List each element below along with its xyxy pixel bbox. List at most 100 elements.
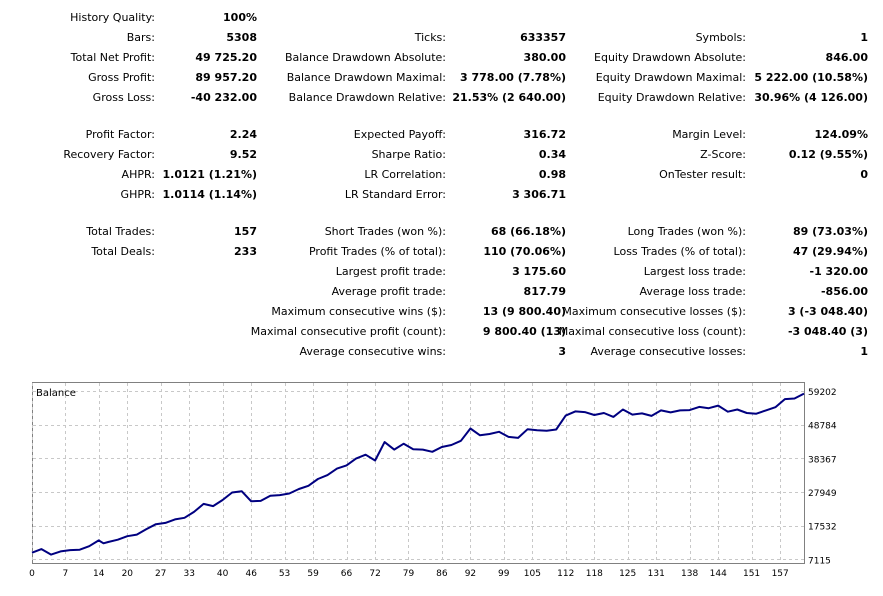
report-row: Recovery Factor: 9.52 Sharpe Ratio: 0.34 Z-S… [0, 145, 883, 165]
stat-label: GHPR: [120, 188, 155, 201]
stat-value: 124.09% [814, 128, 868, 141]
stat-label: Maximal consecutive loss (count): [558, 325, 746, 338]
x-tick-label: 20 [122, 569, 134, 579]
stat-value: -40 232.00 [190, 91, 257, 104]
stat-label: Balance Drawdown Relative: [288, 91, 446, 104]
stat-value: 1 [860, 345, 868, 358]
stat-value: 89 (73.03%) [792, 225, 868, 238]
report-row: Largest profit trade: 3 175.60 Largest los… [0, 262, 883, 282]
stat-label: Expected Payoff: [353, 128, 446, 141]
balance-chart-svg: Balance 0 7 14 20 27 33 40 46 53 59 66 72 79 86 92 99 105… [29, 382, 837, 579]
stat-value: 49 725.20 [195, 51, 257, 64]
stat-value: 3 [558, 345, 566, 358]
stat-value: 846.00 [825, 51, 868, 64]
stat-label: Largest profit trade: [335, 265, 446, 278]
report-row: Average consecutive wins: 3 Average consec… [0, 342, 883, 362]
stat-label: Recovery Factor: [63, 148, 155, 161]
stat-label: OnTester result: [659, 168, 746, 181]
stat-label: Z-Score: [700, 148, 746, 161]
stat-value: 0.12 (9.55%) [788, 148, 868, 161]
stat-label: Total Deals: [91, 245, 155, 258]
stat-label: Maximal consecutive profit (count): [250, 325, 446, 338]
report-row: AHPR: 1.0121 (1.21%) LR Correlation: 0.98 On… [0, 165, 883, 185]
report-row: Gross Profit: 89 957.20 Balance Drawdown M… [0, 68, 883, 88]
stat-value: 68 (66.18%) [490, 225, 566, 238]
x-tick-label: 40 [217, 569, 229, 579]
stat-value: -1 320.00 [809, 265, 869, 278]
report-row: Bars: 5308 Ticks: 633357 Symbols: 1 [0, 28, 883, 48]
stat-label: Maximum consecutive losses ($): [562, 305, 746, 318]
x-tick-label: 131 [648, 569, 665, 579]
stat-label: LR Standard Error: [344, 188, 446, 201]
y-tick-label: 38367 [808, 455, 837, 465]
x-tick-label: 66 [341, 569, 353, 579]
x-tick-label: 53 [279, 569, 290, 579]
report-row: Total Deals: 233 Profit Trades (% of total… [0, 242, 883, 262]
x-tick-label: 99 [498, 569, 510, 579]
stat-value: 89 957.20 [195, 71, 257, 84]
x-tick-label: 86 [436, 569, 448, 579]
x-tick-label: 92 [465, 569, 476, 579]
x-tick-label: 105 [524, 569, 541, 579]
stat-label: Equity Drawdown Maximal: [595, 71, 746, 84]
stat-label: Average loss trade: [639, 285, 746, 298]
stat-value: 3 175.60 [512, 265, 566, 278]
x-tick-label: 112 [557, 569, 574, 579]
x-tick-label: 33 [184, 569, 195, 579]
stat-value: 316.72 [523, 128, 566, 141]
stat-label: Average consecutive losses: [590, 345, 746, 358]
report-row: History Quality: 100% [0, 8, 883, 28]
stat-value: 157 [234, 225, 257, 238]
stat-value: 110 (70.06%) [483, 245, 566, 258]
stat-value: 0.98 [538, 168, 566, 181]
stat-label: Profit Trades (% of total): [308, 245, 446, 258]
stat-value: 0.34 [538, 148, 566, 161]
stat-label: Total Trades: [86, 225, 155, 238]
stat-label: Bars: [126, 31, 155, 44]
stat-label: Profit Factor: [85, 128, 155, 141]
x-tick-label: 138 [681, 569, 698, 579]
stat-value: 30.96% (4 126.00) [754, 91, 868, 104]
stat-value: 817.79 [523, 285, 566, 298]
stat-label: Gross Loss: [92, 91, 155, 104]
stat-value: 1.0121 (1.21%) [162, 168, 258, 181]
stat-value: 3 (-3 048.40) [787, 305, 868, 318]
stat-label: Maximum consecutive wins ($): [271, 305, 446, 318]
stat-value: 5308 [226, 31, 257, 44]
report-row: Total Net Profit: 49 725.20 Balance Drawdo… [0, 48, 883, 68]
y-tick-label: 7115 [808, 556, 831, 566]
x-tick-label: 157 [772, 569, 789, 579]
chart-title: Balance [36, 388, 76, 399]
stat-label: Average profit trade: [331, 285, 446, 298]
x-tick-label: 7 [62, 569, 68, 579]
stat-value: 100% [223, 11, 257, 24]
x-tick-label: 118 [586, 569, 603, 579]
stat-label: Sharpe Ratio: [371, 148, 446, 161]
report-row: Average profit trade: 817.79 Average loss … [0, 282, 883, 302]
report-row: Profit Factor: 2.24 Expected Payoff: 316.72… [0, 125, 883, 145]
stat-value: 2.24 [229, 128, 257, 141]
stat-value: 3 778.00 (7.78%) [460, 71, 566, 84]
x-tick-label: 79 [403, 569, 415, 579]
stat-value: 233 [234, 245, 257, 258]
report-row: Gross Loss: -40 232.00 Balance Drawdown Re… [0, 88, 883, 108]
report-row: GHPR: 1.0114 (1.14%) LR Standard Error: 3 3… [0, 185, 883, 205]
stat-value: 633357 [520, 31, 566, 44]
stat-label: History Quality: [70, 11, 155, 24]
x-tick-label: 151 [743, 569, 760, 579]
stat-value: 0 [860, 168, 868, 181]
stat-label: AHPR: [121, 168, 155, 181]
stat-label: Total Net Profit: [70, 51, 155, 64]
stat-label: Average consecutive wins: [299, 345, 446, 358]
report-row: Maximal consecutive profit (count): 9 800… [0, 322, 883, 342]
stat-value: 1 [860, 31, 868, 44]
stat-label: Gross Profit: [88, 71, 155, 84]
stat-label: Short Trades (won %): [324, 225, 446, 238]
stat-value: 380.00 [523, 51, 566, 64]
x-tick-label: 27 [155, 569, 166, 579]
stat-label: Balance Drawdown Maximal: [286, 71, 446, 84]
statistics-report: History Quality: 100% Bars: 5308 Ticks: 63335… [0, 8, 883, 362]
x-tick-label: 46 [245, 569, 257, 579]
y-tick-label: 48784 [808, 422, 837, 432]
x-tick-label: 144 [710, 569, 727, 579]
